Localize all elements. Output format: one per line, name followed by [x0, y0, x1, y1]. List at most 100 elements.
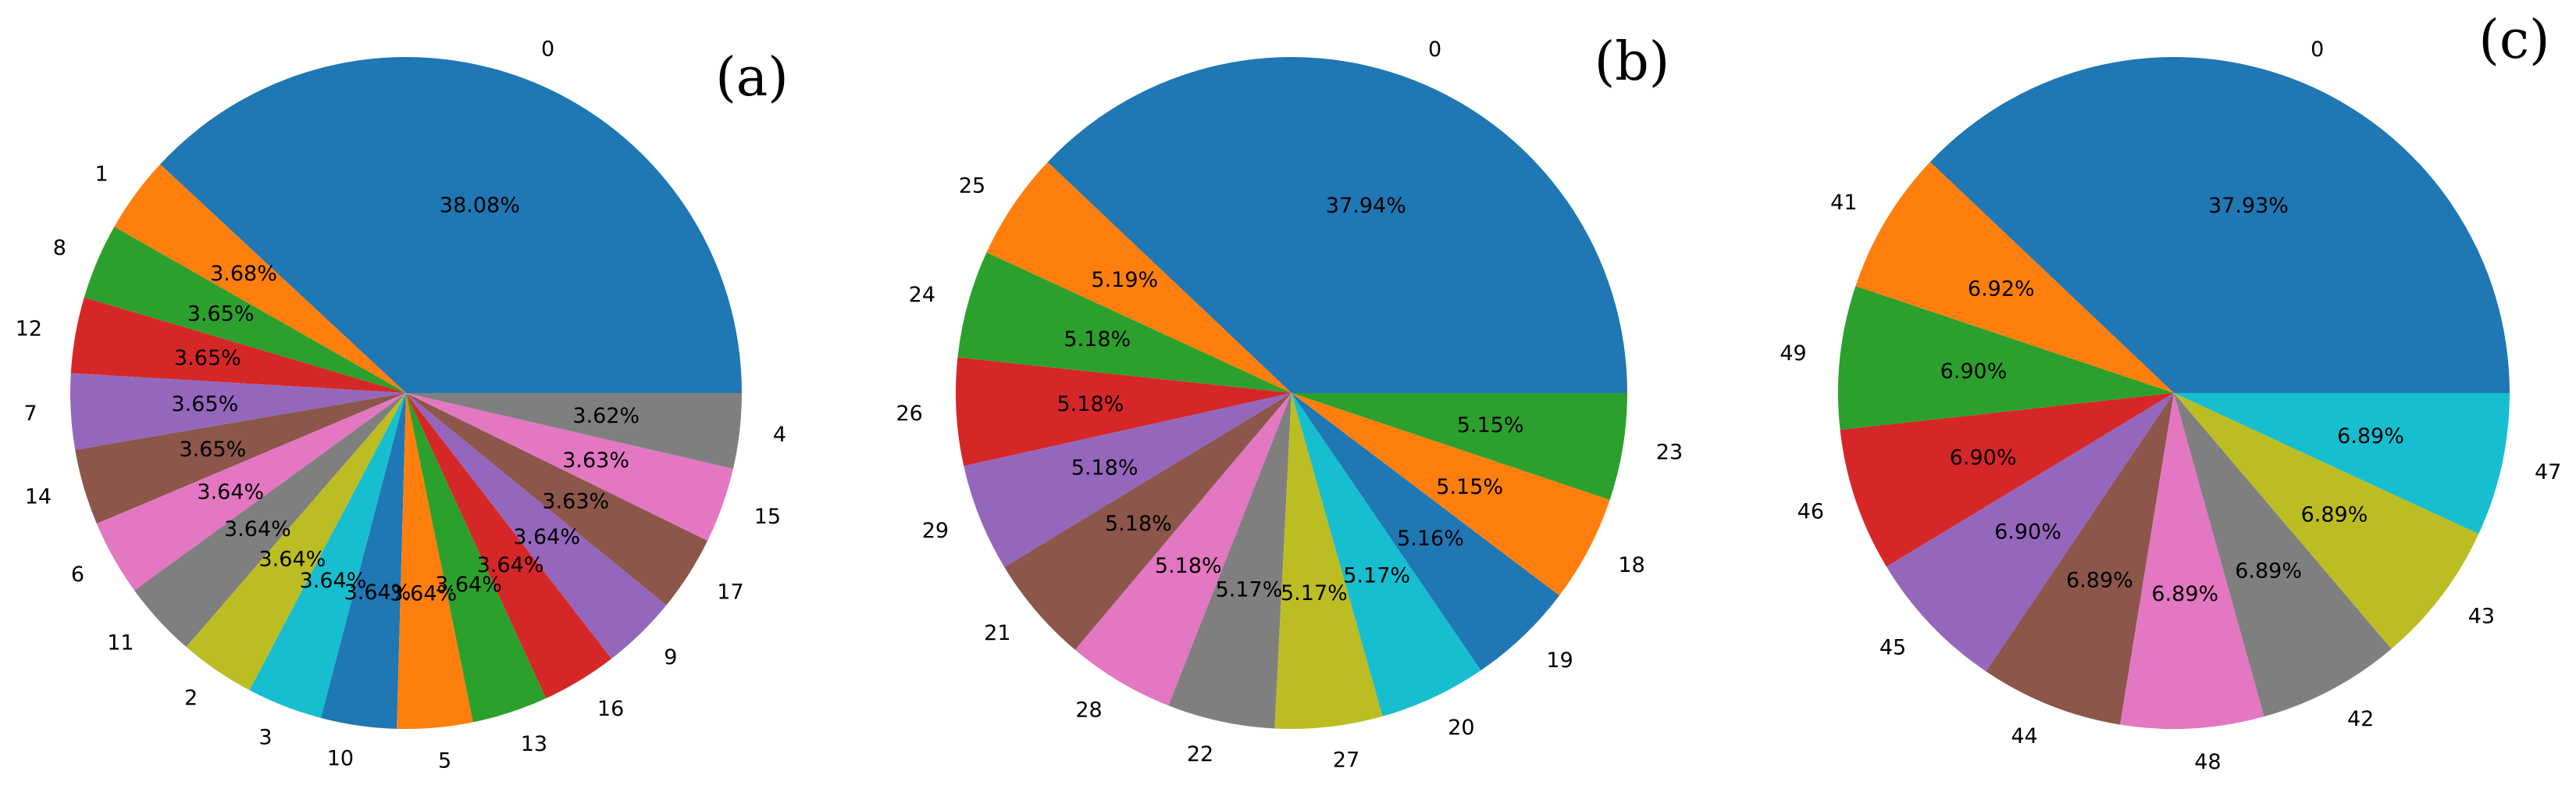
pie-b-category-label-29: 29 — [922, 519, 949, 543]
pie-a-category-label-15: 15 — [754, 505, 781, 529]
pie-c-labels: 37.93% 0 6.92% 41 6.90% 49 6.90% 46 6.90% 45 6.89%… — [1780, 38, 2561, 774]
pie-c-slices — [1838, 56, 2510, 729]
pie-panel-b: 37.94% 0 5.19% 25 5.18% 24 5.18% 26 5.18% 29 5.18%… — [896, 31, 1683, 773]
pie-a-slice-13 — [406, 393, 547, 723]
pie-b-pct-label-18: 5.15% — [1436, 475, 1503, 499]
pie-a-pct-label-13: 3.64% — [435, 573, 502, 597]
pie-a-pct-label-6: 3.64% — [197, 480, 264, 504]
pie-b-pct-label-24: 5.18% — [1064, 327, 1131, 352]
pie-a-slice-10 — [320, 393, 406, 729]
pie-b-category-label-26: 26 — [896, 402, 922, 426]
pie-b-pct-label-29: 5.18% — [1071, 456, 1138, 480]
pie-a-slice-2 — [186, 393, 407, 691]
pie-a-slice-5 — [397, 393, 473, 730]
pie-c-category-label-44: 44 — [2011, 724, 2037, 748]
pie-c-pct-label-42: 6.89% — [2235, 559, 2302, 583]
pie-b-category-label-24: 24 — [909, 283, 935, 307]
pie-a-slice-7 — [70, 373, 406, 450]
pie-b-pct-label-25: 5.19% — [1091, 268, 1158, 292]
pie-b-slice-26 — [956, 357, 1292, 466]
pie-a-pct-label-7: 3.65% — [172, 392, 239, 416]
pie-b-pct-label-0: 37.94% — [1326, 194, 1406, 218]
pie-a-pct-label-2: 3.64% — [259, 548, 326, 572]
pie-b-pct-label-28: 5.18% — [1155, 554, 1222, 578]
pie-c-pct-label-41: 6.92% — [1968, 277, 2035, 302]
pie-b-slice-25 — [986, 162, 1292, 393]
pie-b-pct-label-26: 5.18% — [1057, 392, 1124, 416]
pie-b-category-label-18: 18 — [1618, 553, 1644, 577]
pie-b-category-label-0: 0 — [1428, 38, 1441, 62]
pie-a-category-label-0: 0 — [541, 37, 554, 61]
pie-c-slice-41 — [1855, 162, 2174, 393]
pie-a-slices — [70, 56, 742, 730]
pie-a-slice-15 — [406, 393, 733, 541]
pie-a-pct-label-12: 3.65% — [174, 346, 241, 370]
pie-a-slice-1 — [114, 164, 406, 393]
pie-a-pct-label-15: 3.63% — [562, 448, 629, 473]
pie-b-category-label-23: 23 — [1656, 441, 1683, 465]
pie-a-slice-8 — [84, 227, 406, 393]
pie-a-labels: 38.08% 0 3.68% 1 3.65% 8 3.65% 12 3.65% 7 3.65% 14 3… — [16, 37, 786, 773]
pie-a-category-label-11: 11 — [107, 630, 134, 655]
pie-a-slice-14 — [75, 393, 406, 524]
pie-a-pct-label-0: 38.08% — [440, 193, 520, 217]
pie-b-slice-19 — [1292, 393, 1560, 671]
pie-a-category-label-7: 7 — [24, 402, 37, 426]
pie-a-slice-11 — [134, 393, 406, 648]
pie-panel-c: 37.93% 0 6.92% 41 6.90% 49 6.90% 46 6.90% 45 6.89%… — [1780, 9, 2561, 774]
pie-a-category-label-9: 9 — [664, 645, 677, 670]
pie-a-category-label-6: 6 — [71, 563, 84, 587]
pie-c-pct-label-49: 6.90% — [1940, 359, 2008, 384]
pie-b-slice-28 — [1074, 393, 1292, 706]
pie-a-category-label-8: 8 — [53, 236, 66, 260]
panel-b-letter: (b) — [1594, 31, 1670, 93]
pie-a-category-label-5: 5 — [438, 749, 451, 773]
pie-c-pct-label-44: 6.89% — [2066, 568, 2133, 592]
pie-c-slice-42 — [2174, 393, 2392, 717]
pie-a-slice-12 — [70, 297, 406, 393]
pie-a-pct-label-4: 3.62% — [572, 404, 640, 428]
pie-b-pct-label-27: 5.17% — [1281, 581, 1348, 605]
pie-b-pct-label-23: 5.15% — [1457, 413, 1524, 438]
pie-a-pct-label-16: 3.64% — [477, 553, 544, 577]
pie-b-slice-23 — [1292, 393, 1627, 500]
pie-a-pct-label-17: 3.63% — [542, 490, 609, 514]
pie-c-category-label-45: 45 — [1879, 636, 1906, 660]
pie-a-slice-3 — [249, 393, 406, 718]
pie-b-pct-label-21: 5.18% — [1105, 512, 1172, 536]
pie-c-slice-47 — [2174, 393, 2510, 534]
pie-c-category-label-46: 46 — [1797, 499, 1824, 523]
pie-a-pct-label-8: 3.65% — [187, 302, 255, 326]
pie-a-category-label-13: 13 — [521, 732, 547, 756]
pie-b-category-label-20: 20 — [1448, 716, 1474, 740]
pie-a-pct-label-11: 3.64% — [224, 517, 291, 541]
pie-a-category-label-4: 4 — [773, 423, 786, 447]
pie-a-category-label-17: 17 — [717, 580, 743, 605]
pie-b-slice-21 — [1004, 393, 1292, 650]
pie-a-pct-label-5: 3.64% — [390, 582, 457, 606]
pie-a-category-label-1: 1 — [95, 163, 109, 187]
pie-b-slice-24 — [957, 252, 1292, 393]
pie-a-pct-label-14: 3.65% — [180, 438, 247, 462]
pie-panel-a: 38.08% 0 3.68% 1 3.65% 8 3.65% 12 3.65% 7 3.65% 14 3… — [16, 37, 789, 773]
pie-c-pct-label-47: 6.89% — [2337, 424, 2404, 448]
pie-a-category-label-14: 14 — [25, 485, 52, 509]
pie-a-slice-16 — [406, 393, 612, 698]
pie-b-slice-27 — [1274, 393, 1383, 730]
pie-a-slice-6 — [96, 393, 406, 591]
pie-a-pct-label-3: 3.64% — [300, 569, 367, 593]
pie-c-slice-48 — [2120, 393, 2264, 729]
pie-b-slice-20 — [1292, 393, 1481, 716]
pie-b-category-label-27: 27 — [1333, 748, 1359, 773]
pie-c-slice-43 — [2174, 393, 2479, 649]
pie-c-category-label-47: 47 — [2535, 460, 2561, 484]
pie-a-slice-17 — [406, 393, 708, 605]
pie-c-slice-45 — [1886, 393, 2174, 672]
pie-b-category-label-28: 28 — [1075, 698, 1102, 723]
pie-b-slice-22 — [1168, 393, 1292, 729]
pie-b-labels: 37.94% 0 5.19% 25 5.18% 24 5.18% 26 5.18% 29 5.18%… — [896, 38, 1683, 773]
pie-b-slice-18 — [1292, 393, 1610, 596]
panel-c-letter: (c) — [2478, 9, 2549, 71]
pie-b-category-label-22: 22 — [1187, 742, 1213, 766]
